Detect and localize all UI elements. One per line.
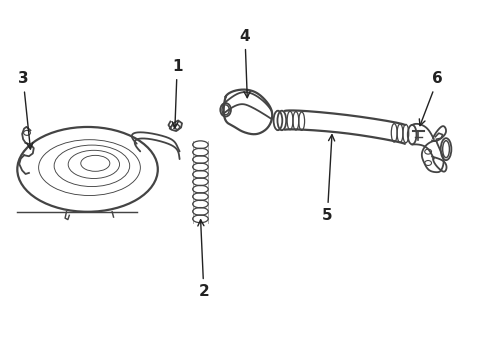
- Text: 1: 1: [172, 59, 182, 128]
- Text: 6: 6: [419, 72, 443, 126]
- Text: 4: 4: [240, 29, 250, 98]
- Text: 3: 3: [18, 72, 33, 149]
- Text: 2: 2: [198, 220, 209, 299]
- Text: 5: 5: [322, 135, 335, 223]
